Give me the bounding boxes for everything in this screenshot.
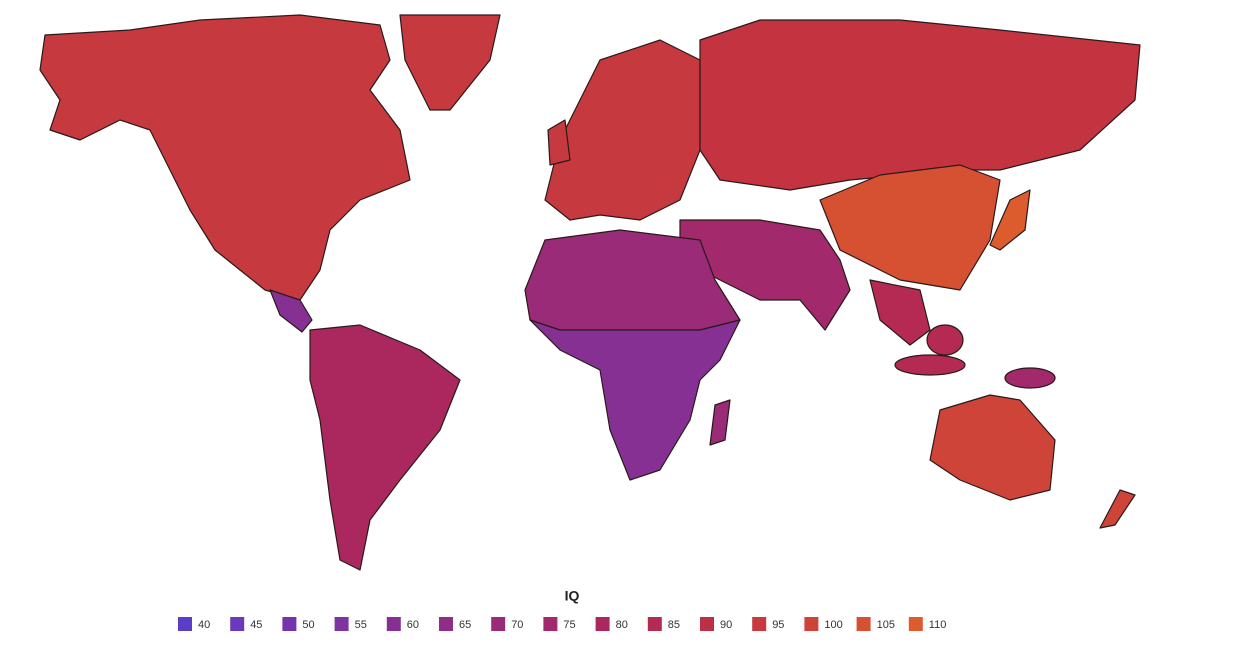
legend-swatch — [282, 617, 297, 631]
greenland — [399, 14, 501, 111]
legend-label: 85 — [668, 619, 680, 631]
legend-swatch — [647, 617, 662, 631]
borneo — [926, 324, 964, 356]
uk — [547, 119, 571, 166]
australia — [929, 394, 1056, 501]
china — [819, 164, 1001, 291]
legend-label: 80 — [616, 619, 628, 631]
southeast-asia — [869, 279, 931, 346]
north-america — [39, 14, 411, 301]
legend-label: 95 — [772, 619, 784, 631]
legend-label: 105 — [877, 619, 895, 631]
indonesia — [894, 354, 966, 376]
legend-label: 45 — [250, 619, 262, 631]
legend-swatch — [752, 617, 767, 631]
new-zealand — [1099, 489, 1136, 529]
central-america — [269, 289, 313, 333]
legend-label: 100 — [824, 619, 842, 631]
russia — [699, 19, 1141, 191]
legend-swatch — [595, 617, 610, 631]
europe — [544, 39, 701, 221]
legend-swatch — [334, 617, 349, 631]
legend-swatch — [543, 617, 558, 631]
legend-swatch — [230, 617, 245, 631]
new-guinea — [1004, 367, 1056, 389]
legend-title: IQ — [565, 588, 580, 604]
japan — [989, 189, 1031, 251]
legend-swatch — [856, 617, 871, 631]
legend-swatch — [804, 617, 819, 631]
legend-swatch — [439, 617, 453, 631]
world — [39, 14, 1141, 571]
legend-label: 65 — [459, 619, 471, 631]
legend-label: 90 — [720, 619, 732, 631]
legend-swatch — [700, 617, 714, 631]
legend-label: 50 — [302, 619, 314, 631]
legend: 40 45 50 55 60 65 70 75 80 85 90 95 100 105 110 — [178, 617, 946, 631]
legend-label: 75 — [563, 619, 575, 631]
madagascar — [709, 399, 731, 446]
legend-swatch — [386, 617, 401, 631]
south-america — [309, 324, 461, 571]
legend-swatch — [908, 617, 923, 631]
legend-swatch — [491, 617, 506, 631]
legend-label: 60 — [407, 619, 419, 631]
legend-label: 55 — [355, 619, 367, 631]
legend-label: 110 — [929, 619, 947, 631]
legend-label: 70 — [511, 619, 523, 631]
legend-label: 40 — [198, 619, 210, 631]
sub-saharan-africa — [529, 319, 741, 481]
legend-swatch — [178, 617, 192, 631]
